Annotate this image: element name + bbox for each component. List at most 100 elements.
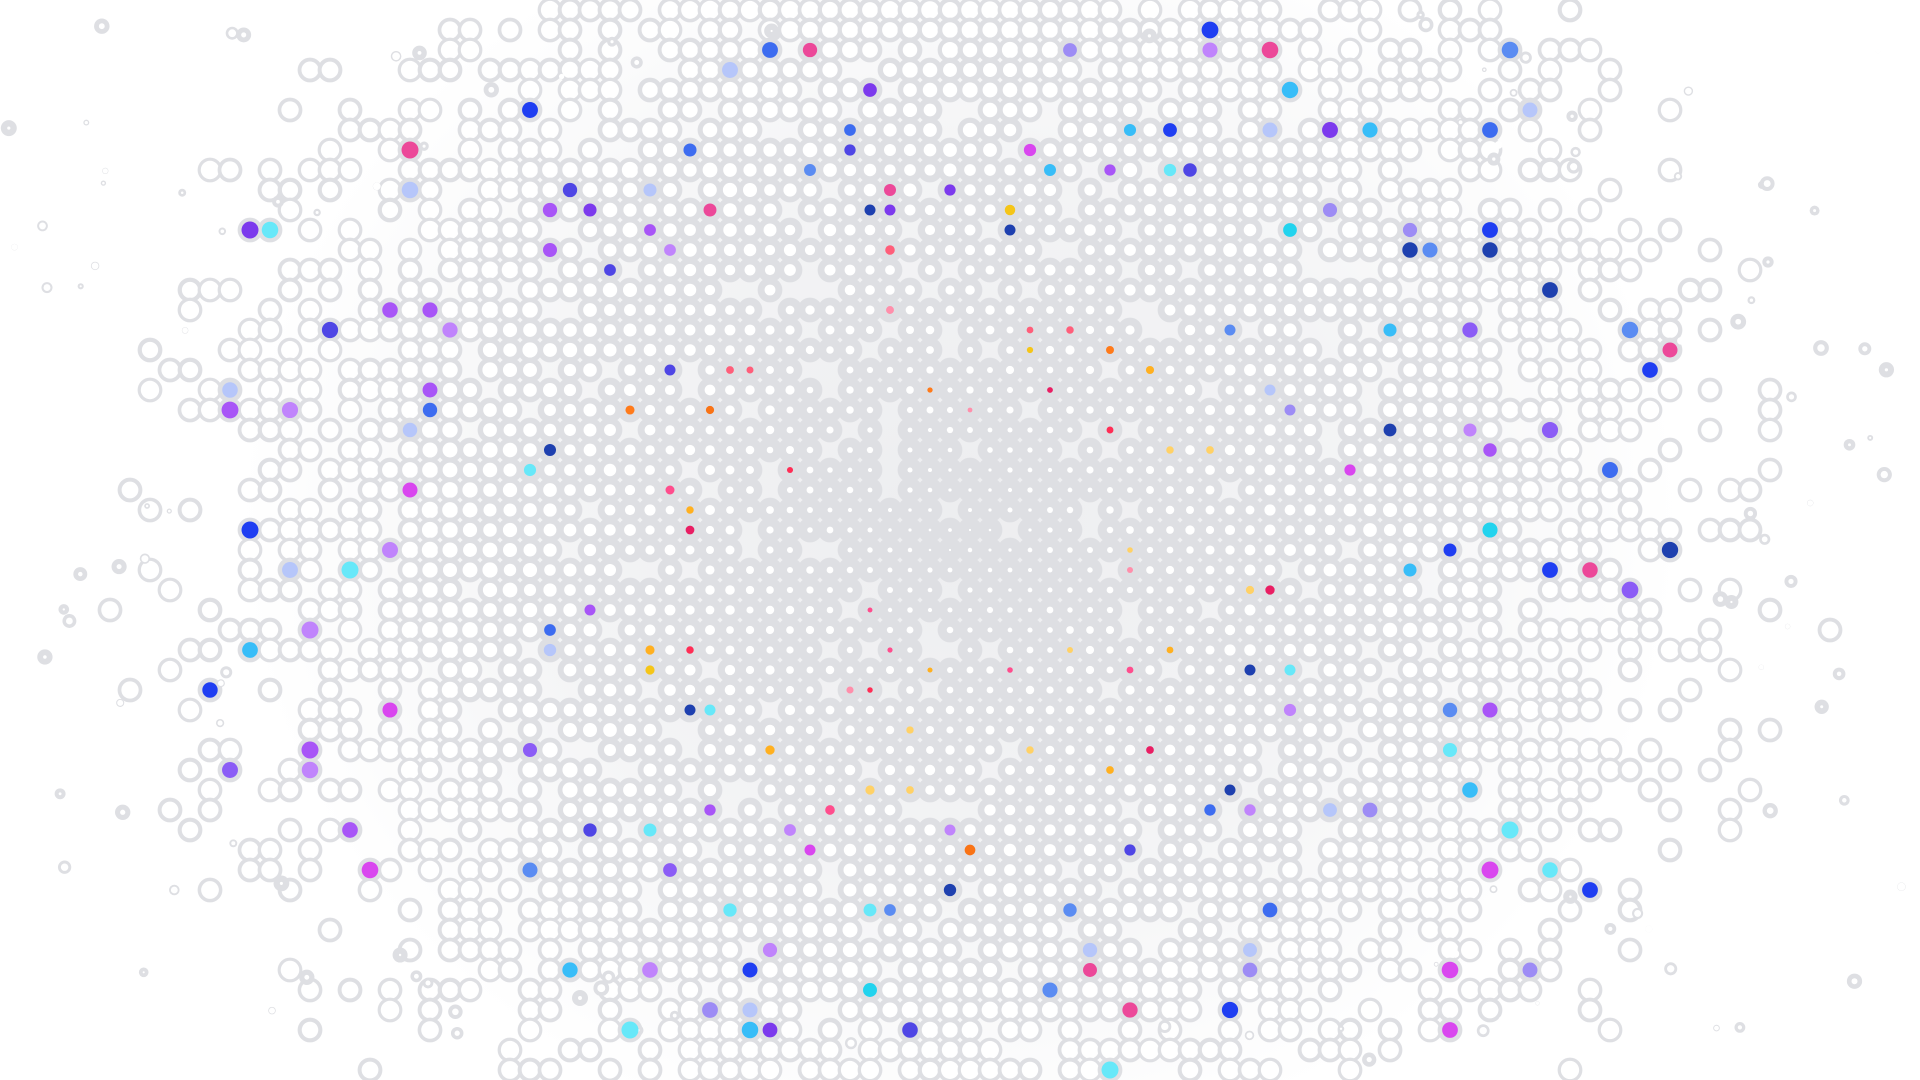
white-hole xyxy=(1501,281,1519,299)
white-hole xyxy=(843,883,857,897)
white-hole xyxy=(1721,721,1739,739)
white-hole xyxy=(723,243,737,257)
white-hole xyxy=(1205,705,1215,715)
white-hole xyxy=(1361,21,1379,39)
white-hole xyxy=(766,566,774,574)
white-hole xyxy=(1085,325,1095,335)
white-hole xyxy=(968,488,972,492)
white-hole xyxy=(1224,664,1236,676)
white-hole xyxy=(1401,41,1419,59)
white-hole xyxy=(321,461,339,479)
white-hole xyxy=(805,305,815,315)
white-hole xyxy=(1501,201,1519,219)
white-hole xyxy=(765,325,775,335)
white-hole xyxy=(642,862,658,878)
white-hole xyxy=(1342,802,1358,818)
white-hole xyxy=(1362,762,1378,778)
white-hole xyxy=(1106,386,1114,394)
white-hole xyxy=(1006,346,1014,354)
white-hole xyxy=(544,464,556,476)
white-hole xyxy=(1086,686,1094,694)
white-hole xyxy=(1441,261,1459,279)
white-hole xyxy=(1126,446,1134,454)
white-hole xyxy=(402,602,418,618)
white-hole xyxy=(1163,783,1177,797)
white-hole xyxy=(1442,302,1458,318)
white-hole xyxy=(1344,624,1356,636)
white-hole xyxy=(1343,323,1357,337)
white-hole xyxy=(1007,427,1013,433)
white-hole xyxy=(922,82,938,98)
white-hole xyxy=(1205,465,1215,475)
white-hole xyxy=(1164,744,1176,756)
white-hole xyxy=(823,843,837,857)
white-hole xyxy=(381,681,399,699)
white-hole xyxy=(1263,203,1277,217)
white-hole xyxy=(463,543,477,557)
white-hole xyxy=(1600,740,1620,760)
white-hole xyxy=(1482,562,1498,578)
white-hole xyxy=(1442,422,1458,438)
white-hole xyxy=(584,564,596,576)
white-hole xyxy=(1264,644,1276,656)
white-hole xyxy=(948,488,952,492)
white-hole xyxy=(1201,1,1219,19)
white-hole xyxy=(1004,864,1016,876)
white-hole xyxy=(1701,521,1719,539)
white-hole xyxy=(786,406,794,414)
white-hole xyxy=(903,903,917,917)
white-hole xyxy=(1045,285,1055,295)
white-hole xyxy=(461,241,479,259)
white-hole xyxy=(847,447,853,453)
white-hole xyxy=(1125,685,1135,695)
white-hole xyxy=(1383,443,1397,457)
white-hole xyxy=(921,1,939,19)
white-hole xyxy=(1761,381,1779,399)
white-hole xyxy=(987,627,993,633)
white-hole xyxy=(1046,306,1054,314)
white-hole xyxy=(1304,624,1316,636)
white-hole xyxy=(1284,724,1296,736)
white-hole xyxy=(1225,685,1235,695)
white-hole xyxy=(261,461,279,479)
white-hole xyxy=(866,666,874,674)
white-hole xyxy=(742,122,758,138)
white-hole xyxy=(824,244,836,256)
white-hole xyxy=(1601,261,1619,279)
white-hole xyxy=(542,162,558,178)
white-hole xyxy=(281,441,299,459)
white-hole xyxy=(1363,343,1377,357)
white-hole xyxy=(1401,861,1419,879)
white-hole xyxy=(1282,142,1298,158)
white-hole xyxy=(1501,101,1519,119)
white-hole xyxy=(1007,467,1013,473)
white-hole xyxy=(1581,641,1599,659)
white-hole xyxy=(1067,587,1073,593)
white-hole xyxy=(1303,803,1317,817)
white-hole xyxy=(1521,801,1539,819)
white-hole xyxy=(806,666,814,674)
white-hole xyxy=(1443,643,1457,657)
white-hole xyxy=(1201,61,1219,79)
white-hole xyxy=(1641,461,1659,479)
white-hole xyxy=(665,665,675,675)
white-hole xyxy=(1381,61,1399,79)
white-hole xyxy=(1324,484,1336,496)
white-hole xyxy=(1362,282,1378,298)
white-hole xyxy=(1461,901,1479,919)
white-hole xyxy=(905,285,915,295)
white-hole xyxy=(1442,242,1458,258)
white-hole xyxy=(1241,901,1259,919)
white-hole xyxy=(521,61,539,79)
white-hole xyxy=(1343,343,1357,357)
white-hole xyxy=(1224,444,1236,456)
white-hole xyxy=(1185,745,1195,755)
white-hole xyxy=(1740,780,1760,800)
white-hole xyxy=(502,542,518,558)
white-hole xyxy=(1361,141,1379,159)
white-hole xyxy=(1047,467,1053,473)
white-hole xyxy=(1304,464,1316,476)
white-hole xyxy=(622,882,638,898)
white-hole xyxy=(1302,182,1318,198)
white-hole xyxy=(300,160,320,180)
